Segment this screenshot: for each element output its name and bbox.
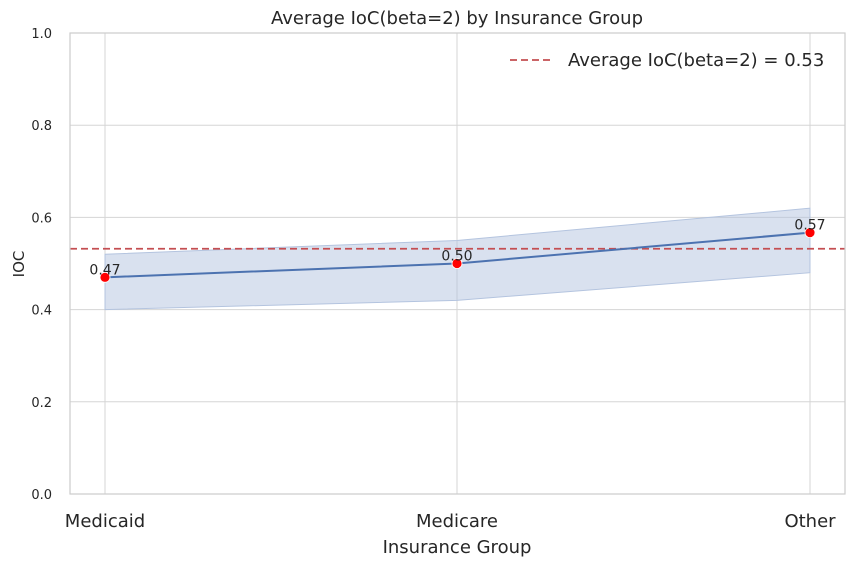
y-tick-label: 0.0 <box>31 488 52 503</box>
x-tick-label: Medicare <box>416 511 498 532</box>
x-tick-label: Medicaid <box>65 511 145 532</box>
plot-frame <box>69 32 846 495</box>
y-tick-label: 0.6 <box>31 211 52 226</box>
y-tick-label: 0.8 <box>31 119 52 134</box>
x-tick-labels: Medicaid Medicare Other <box>65 511 836 532</box>
y-tick-label: 0.4 <box>31 304 52 319</box>
data-label: 0.47 <box>89 262 120 278</box>
data-label: 0.50 <box>441 249 472 265</box>
x-tick-label: Other <box>784 511 836 532</box>
data-labels: 0.47 0.50 0.57 <box>89 218 825 279</box>
data-points <box>99 227 816 283</box>
data-point <box>451 258 463 269</box>
y-axis-label: IOC <box>10 251 28 278</box>
y-tick-label: 1.0 <box>31 27 52 42</box>
data-label: 0.57 <box>794 218 825 234</box>
data-point <box>99 271 111 283</box>
y-tick-label: 0.2 <box>31 396 52 411</box>
legend: Average IoC(beta=2) = 0.53 <box>510 50 824 71</box>
y-tick-labels: 0.0 0.2 0.4 0.6 0.8 1.0 <box>31 27 52 503</box>
chart-title: Average IoC(beta=2) by Insurance Group <box>271 8 643 29</box>
x-axis-label: Insurance Group <box>383 537 532 558</box>
data-point <box>804 227 816 239</box>
legend-reference-label: Average IoC(beta=2) = 0.53 <box>568 50 824 71</box>
